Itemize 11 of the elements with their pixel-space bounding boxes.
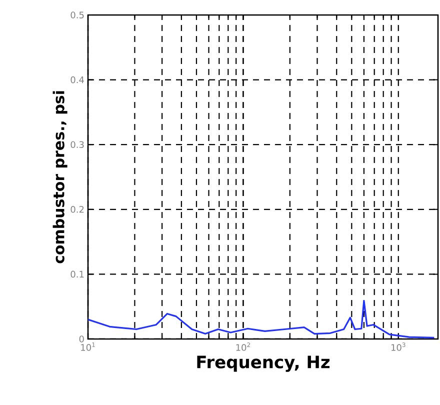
x-tick-label: 10$^{2}$ xyxy=(236,342,250,351)
x-axis-title: Frequency, Hz xyxy=(197,356,330,372)
y-tick-label: 0.3 xyxy=(70,141,84,148)
y-tick-label: 0.1 xyxy=(70,270,84,278)
y-tick-label: 0.4 xyxy=(70,76,84,84)
y-tick-label: 0.2 xyxy=(70,206,84,213)
x-tick-label: 10$^{3}$ xyxy=(391,342,406,351)
y-axis-title: combustor pres., psi xyxy=(52,91,68,264)
x-tick-label: 10$^{1}$ xyxy=(81,342,95,351)
y-tick-label: 0.5 xyxy=(70,12,84,18)
y-tick-label: 0 xyxy=(79,336,84,342)
